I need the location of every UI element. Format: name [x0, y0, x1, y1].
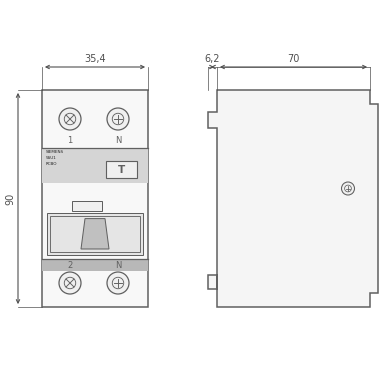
Polygon shape — [72, 201, 102, 211]
Polygon shape — [47, 213, 143, 255]
Text: 2: 2 — [67, 261, 73, 270]
Circle shape — [107, 272, 129, 294]
Text: RCBO: RCBO — [46, 162, 57, 166]
Text: 35,4: 35,4 — [84, 54, 106, 64]
Polygon shape — [42, 90, 148, 307]
Circle shape — [341, 182, 355, 195]
Text: 5SU1: 5SU1 — [46, 156, 57, 160]
Text: 6,2: 6,2 — [205, 54, 220, 64]
Polygon shape — [42, 148, 148, 183]
Text: T: T — [118, 164, 125, 174]
Circle shape — [59, 272, 81, 294]
Text: 90: 90 — [5, 192, 15, 204]
Circle shape — [107, 108, 129, 130]
Text: N: N — [115, 261, 121, 270]
Polygon shape — [106, 161, 137, 178]
Circle shape — [59, 108, 81, 130]
Polygon shape — [42, 259, 148, 271]
Text: SIEMENS: SIEMENS — [46, 150, 64, 154]
Text: 1: 1 — [67, 136, 73, 145]
Text: 70: 70 — [287, 54, 300, 64]
Polygon shape — [208, 90, 378, 307]
Text: N: N — [115, 136, 121, 145]
Polygon shape — [81, 219, 109, 249]
